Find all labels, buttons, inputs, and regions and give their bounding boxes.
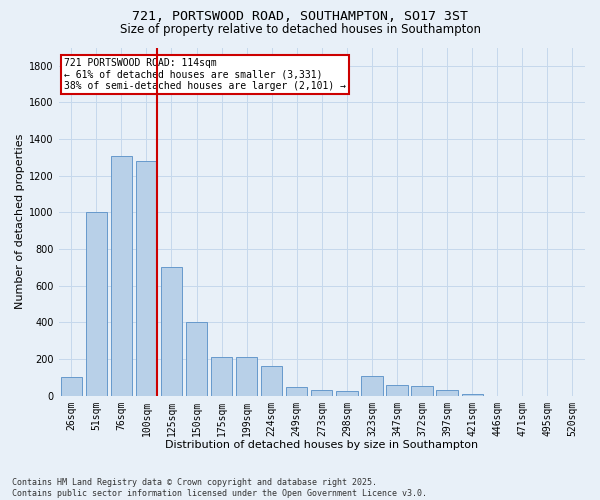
Text: Contains HM Land Registry data © Crown copyright and database right 2025.
Contai: Contains HM Land Registry data © Crown c… bbox=[12, 478, 427, 498]
Bar bbox=[436, 390, 458, 396]
Bar bbox=[161, 268, 182, 396]
Bar bbox=[461, 394, 483, 396]
Bar bbox=[361, 376, 383, 396]
Bar bbox=[261, 366, 283, 396]
Y-axis label: Number of detached properties: Number of detached properties bbox=[15, 134, 25, 310]
Bar bbox=[211, 357, 232, 396]
Bar bbox=[336, 391, 358, 396]
Bar bbox=[136, 161, 157, 396]
Bar bbox=[386, 384, 407, 396]
Text: Size of property relative to detached houses in Southampton: Size of property relative to detached ho… bbox=[119, 22, 481, 36]
Bar bbox=[286, 386, 307, 396]
Bar bbox=[61, 378, 82, 396]
Bar bbox=[311, 390, 332, 396]
Bar bbox=[186, 322, 207, 396]
Bar bbox=[412, 386, 433, 396]
Bar bbox=[236, 357, 257, 396]
Text: 721 PORTSWOOD ROAD: 114sqm
← 61% of detached houses are smaller (3,331)
38% of s: 721 PORTSWOOD ROAD: 114sqm ← 61% of deta… bbox=[64, 58, 346, 91]
Bar bbox=[86, 212, 107, 396]
X-axis label: Distribution of detached houses by size in Southampton: Distribution of detached houses by size … bbox=[165, 440, 478, 450]
Text: 721, PORTSWOOD ROAD, SOUTHAMPTON, SO17 3ST: 721, PORTSWOOD ROAD, SOUTHAMPTON, SO17 3… bbox=[132, 10, 468, 23]
Bar bbox=[110, 156, 132, 396]
